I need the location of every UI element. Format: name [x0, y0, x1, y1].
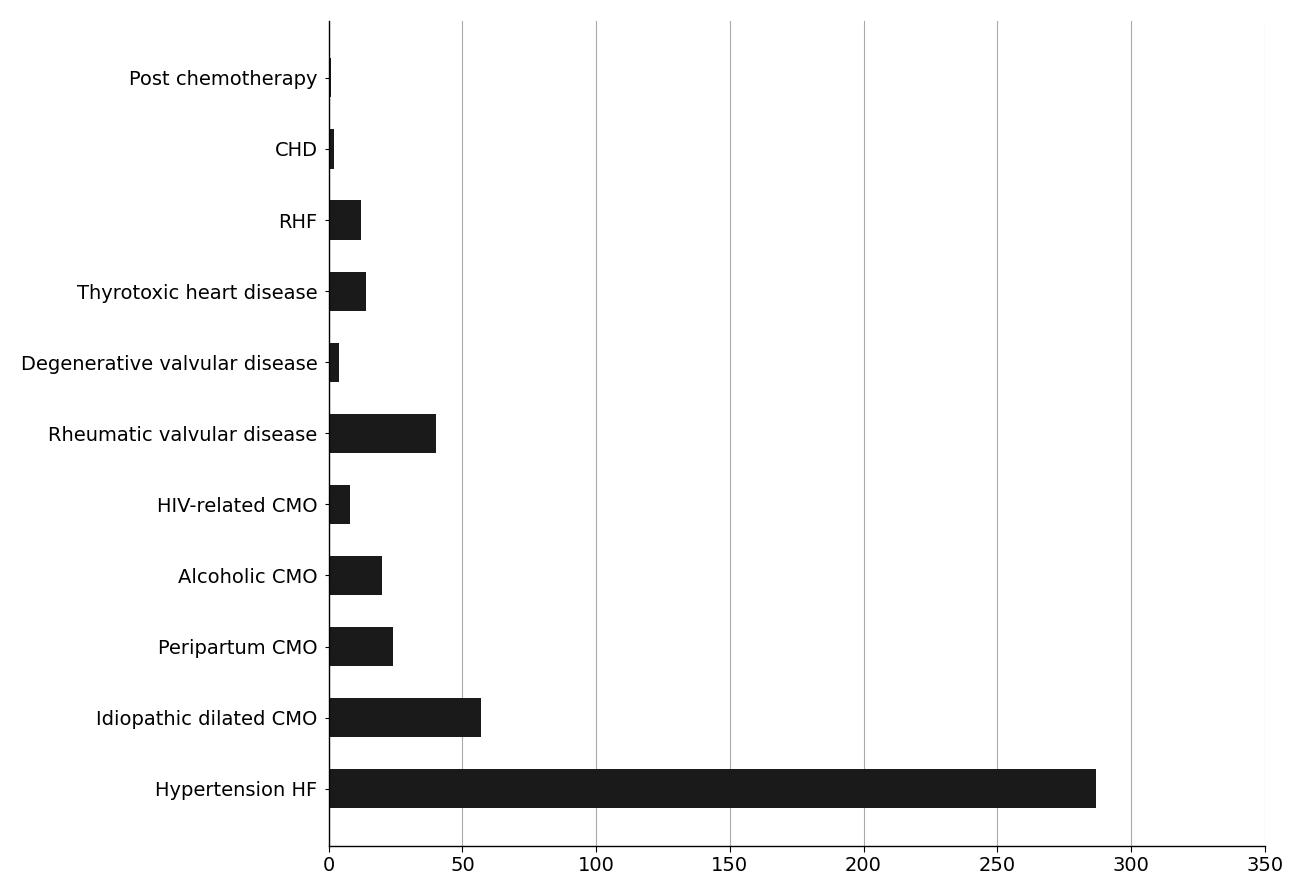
Bar: [329, 627, 393, 666]
Bar: [329, 271, 366, 311]
Bar: [329, 556, 382, 595]
Bar: [329, 698, 481, 737]
Bar: [329, 342, 339, 382]
Bar: [329, 201, 361, 239]
Bar: [329, 769, 1097, 808]
Bar: [329, 414, 436, 452]
Bar: [329, 129, 334, 168]
Bar: [329, 485, 349, 524]
Bar: [329, 58, 331, 98]
